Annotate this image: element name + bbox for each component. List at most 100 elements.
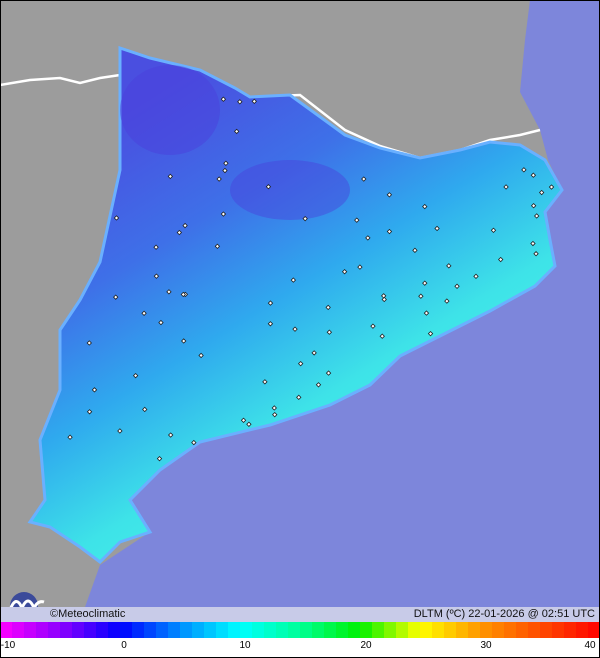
scale-step	[360, 622, 372, 638]
scale-step	[108, 622, 120, 638]
station-marker	[422, 280, 428, 286]
scale-step	[324, 622, 336, 638]
station-marker	[365, 235, 371, 241]
scale-step	[432, 622, 444, 638]
station-marker	[168, 432, 174, 438]
station-marker	[292, 326, 298, 332]
station-marker	[113, 294, 119, 300]
station-marker	[423, 310, 430, 316]
station-marker	[473, 273, 479, 280]
station-marker	[311, 350, 317, 356]
catalonia-region	[27, 45, 564, 564]
cold-area	[230, 160, 350, 220]
station-marker	[272, 411, 278, 418]
station-marker	[117, 428, 123, 434]
station-marker	[142, 406, 148, 413]
timestamp-text: DLTM (ºC) 22-01-2026 @ 02:51 UTC	[413, 608, 595, 620]
color-scale-ticks: -10 0 10 20 30 40	[0, 640, 600, 654]
scale-step	[456, 622, 468, 638]
station-marker	[166, 289, 172, 295]
scale-step	[180, 622, 192, 638]
footer-bar: ©Meteoclimatic DLTM (ºC) 22-01-2026 @ 02…	[0, 607, 600, 622]
tick-label: 40	[584, 640, 596, 651]
station-marker	[141, 310, 147, 316]
station-marker	[86, 409, 93, 415]
station-marker	[422, 203, 428, 210]
scale-step	[336, 622, 348, 638]
station-marker	[530, 172, 537, 178]
scale-step	[228, 622, 240, 638]
station-marker	[153, 244, 159, 250]
station-marker	[271, 405, 277, 411]
scale-step	[72, 622, 84, 638]
station-marker	[326, 329, 333, 335]
scale-step	[444, 622, 456, 638]
station-marker	[265, 184, 272, 190]
station-marker	[233, 128, 240, 135]
station-markers	[67, 96, 555, 462]
scale-step	[384, 622, 396, 638]
station-marker	[427, 330, 434, 337]
station-marker	[315, 382, 322, 388]
scale-step	[516, 622, 528, 638]
station-marker	[418, 293, 424, 299]
scale-step	[240, 622, 252, 638]
station-marker	[222, 167, 228, 174]
tick-label: 0	[121, 640, 127, 651]
scale-step	[468, 622, 480, 638]
station-marker	[341, 269, 348, 275]
scale-step	[300, 622, 312, 638]
station-marker	[434, 225, 440, 232]
station-marker	[113, 215, 120, 221]
station-marker	[223, 160, 229, 166]
station-marker	[246, 421, 252, 427]
station-marker	[167, 173, 174, 180]
station-marker	[380, 293, 387, 299]
scale-step	[96, 622, 108, 638]
station-marker	[379, 333, 385, 339]
station-marker	[530, 203, 537, 209]
station-marker	[267, 300, 274, 306]
scale-step	[24, 622, 36, 638]
station-marker	[214, 243, 221, 249]
station-marker	[86, 340, 92, 346]
station-marker	[67, 434, 73, 440]
station-marker	[521, 167, 527, 173]
scale-step	[480, 622, 492, 638]
station-marker	[538, 189, 545, 196]
station-marker	[262, 379, 268, 385]
station-marker	[530, 240, 536, 247]
station-marker	[548, 184, 555, 190]
scale-step	[348, 622, 360, 638]
station-marker	[534, 213, 540, 219]
scale-step	[48, 622, 60, 638]
scale-step	[396, 622, 408, 638]
station-marker	[297, 360, 304, 367]
station-marker	[251, 98, 257, 105]
station-marker	[381, 296, 387, 303]
tick-label: 10	[239, 640, 251, 651]
station-marker	[216, 176, 222, 182]
station-marker	[237, 99, 243, 105]
station-marker	[267, 321, 274, 327]
scale-step	[372, 622, 384, 638]
station-marker	[153, 273, 160, 279]
scale-step	[132, 622, 144, 638]
station-marker	[370, 323, 376, 329]
scale-step	[288, 622, 300, 638]
scale-step	[84, 622, 96, 638]
station-marker	[158, 319, 164, 326]
scale-step	[276, 622, 288, 638]
scale-step	[540, 622, 552, 638]
sea	[85, 0, 600, 607]
scale-step	[588, 622, 600, 638]
station-marker	[302, 215, 308, 222]
scale-step	[420, 622, 432, 638]
station-marker	[412, 247, 418, 254]
temperature-map	[0, 0, 600, 607]
station-marker	[325, 370, 332, 376]
station-marker	[533, 251, 539, 257]
scale-step	[252, 622, 264, 638]
station-marker	[386, 228, 393, 235]
station-marker	[290, 277, 297, 283]
